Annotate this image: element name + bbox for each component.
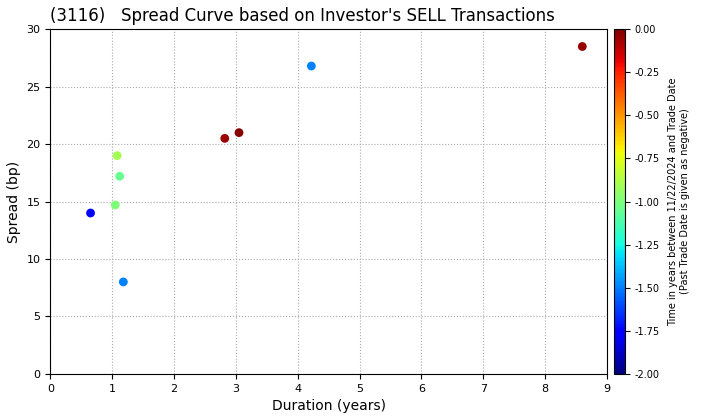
Point: [577, 43, 588, 50]
Y-axis label: Time in years between 11/22/2024 and Trade Date
(Past Trade Date is given as neg: Time in years between 11/22/2024 and Tra…: [668, 77, 690, 326]
Y-axis label: Spread (bp): Spread (bp): [7, 160, 21, 243]
Point: [233, 129, 245, 136]
X-axis label: Duration (years): Duration (years): [271, 399, 386, 413]
Point: [114, 173, 125, 180]
Point: [117, 278, 129, 285]
Text: (3116)   Spread Curve based on Investor's SELL Transactions: (3116) Spread Curve based on Investor's …: [50, 7, 555, 25]
Point: [112, 152, 123, 159]
Point: [305, 63, 317, 69]
Point: [85, 210, 96, 216]
Point: [219, 135, 230, 142]
Point: [109, 202, 121, 208]
